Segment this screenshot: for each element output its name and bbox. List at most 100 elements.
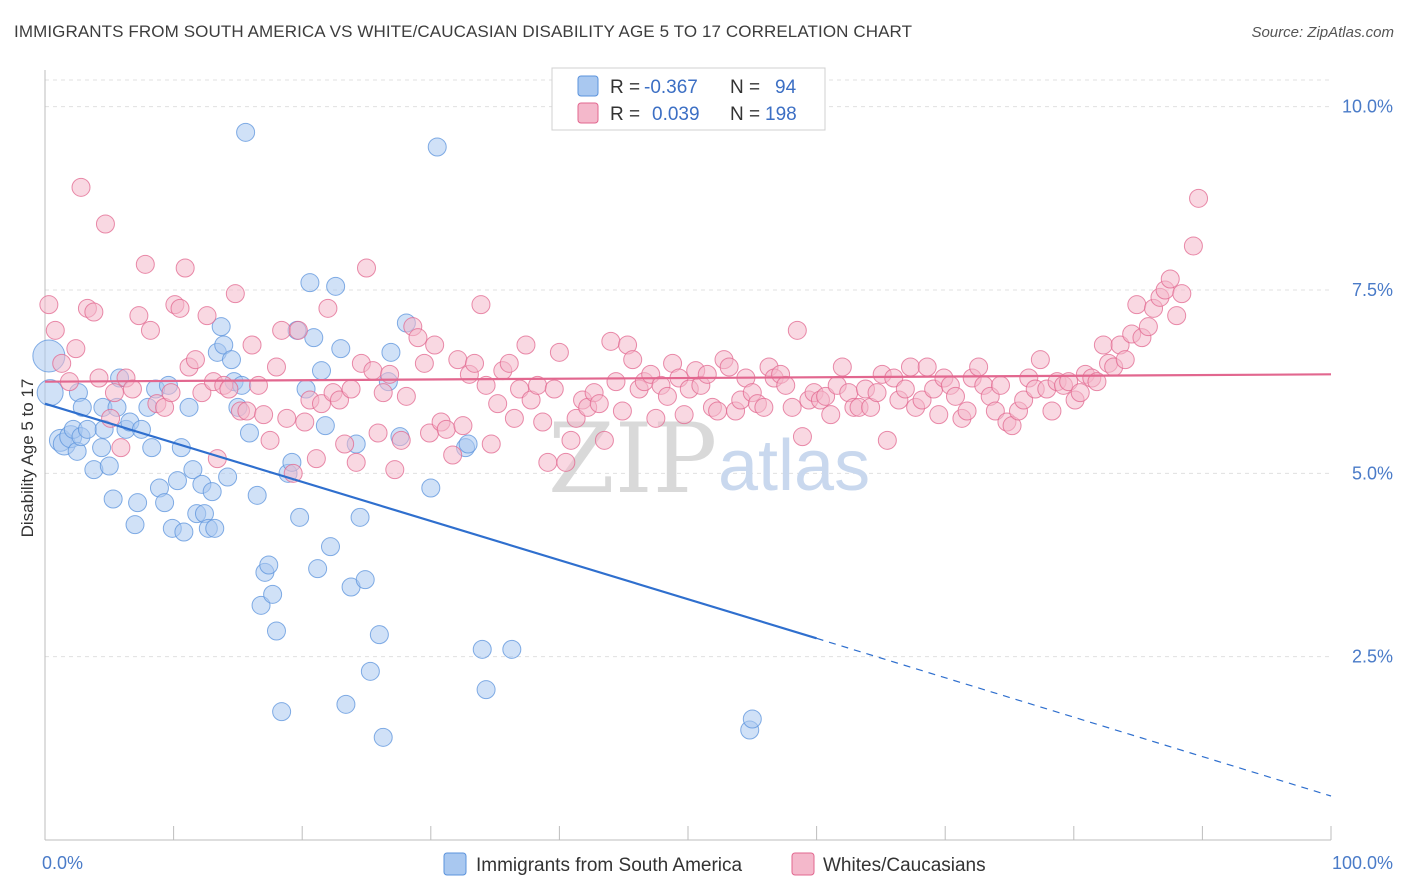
bottom-legend-swatch-immigrants (443, 852, 467, 876)
point-immigrants (304, 328, 324, 348)
point-immigrants (320, 537, 340, 557)
point-whites (1115, 350, 1135, 370)
point-immigrants (221, 350, 241, 370)
point-whites (657, 386, 677, 406)
point-whites (754, 397, 774, 417)
point-immigrants (247, 485, 267, 505)
legend-r-label-whites: R = (610, 104, 640, 125)
point-whites (708, 401, 728, 421)
point-whites (1087, 372, 1107, 392)
point-whites (237, 401, 257, 421)
legend-swatch-immigrants (577, 75, 599, 97)
point-whites (260, 430, 280, 450)
point-immigrants (311, 361, 331, 381)
legend-r-label-immigrants: R = (610, 77, 640, 98)
point-whites (135, 254, 155, 274)
point-whites (504, 408, 524, 428)
point-whites (792, 427, 812, 447)
bottom-legend-label-whites: Whites/Caucasians (823, 855, 986, 876)
trend-lines (44, 373, 1332, 797)
point-immigrants (103, 489, 123, 509)
point-whites (601, 331, 621, 351)
point-immigrants (290, 507, 310, 527)
point-whites (969, 357, 989, 377)
point-whites (612, 401, 632, 421)
point-whites (66, 339, 86, 359)
series-immigrants-points (32, 122, 762, 747)
point-whites (453, 416, 473, 436)
point-whites (782, 397, 802, 417)
bottom-legend-swatch-whites (791, 852, 815, 876)
point-whites (1042, 401, 1062, 421)
point-whites (985, 401, 1005, 421)
x-tick-label-min: 0.0% (42, 853, 83, 873)
point-whites (225, 284, 245, 304)
series-whites-points (39, 177, 1209, 483)
point-immigrants (167, 471, 187, 491)
point-whites (396, 386, 416, 406)
point-immigrants (369, 625, 389, 645)
point-immigrants (99, 456, 119, 476)
point-whites (140, 320, 160, 340)
point-whites (104, 383, 124, 403)
point-immigrants (350, 507, 370, 527)
point-whites (52, 353, 72, 373)
point-immigrants (266, 621, 286, 641)
point-whites (1093, 335, 1113, 355)
point-whites (929, 405, 949, 425)
point-immigrants (272, 702, 292, 722)
point-immigrants (472, 639, 492, 659)
point-whites (219, 379, 239, 399)
y-axis-label: Disability Age 5 to 17 (18, 379, 37, 538)
point-whites (1160, 269, 1180, 289)
y-tick-label: 2.5% (1352, 647, 1393, 667)
point-whites (917, 357, 937, 377)
point-whites (566, 408, 586, 428)
point-whites (1127, 295, 1147, 315)
point-whites (414, 353, 434, 373)
point-whites (95, 214, 115, 234)
point-whites (329, 390, 349, 410)
point-whites (129, 306, 149, 326)
point-whites (877, 430, 897, 450)
point-whites (408, 328, 428, 348)
point-immigrants (502, 639, 522, 659)
point-whites (425, 335, 445, 355)
y-tick-label: 7.5% (1352, 280, 1393, 300)
point-whites (816, 386, 836, 406)
point-whites (1138, 317, 1158, 337)
legend-swatch-whites (577, 102, 599, 124)
point-immigrants (183, 460, 203, 480)
point-whites (912, 390, 932, 410)
chart-source: Source: ZipAtlas.com (1251, 24, 1394, 41)
point-immigrants (360, 661, 380, 681)
point-immigrants (263, 584, 283, 604)
point-whites (832, 357, 852, 377)
point-whites (1059, 372, 1079, 392)
point-whites (476, 375, 496, 395)
point-whites (776, 375, 796, 395)
point-whites (499, 353, 519, 373)
point-immigrants (458, 434, 478, 454)
point-whites (556, 452, 576, 472)
point-immigrants (179, 397, 199, 417)
point-whites (175, 258, 195, 278)
point-immigrants (373, 727, 393, 747)
tick-labels: 2.5% 5.0% 7.5% 10.0% 0.0% 100.0% (42, 97, 1393, 873)
point-whites (277, 408, 297, 428)
point-immigrants (211, 317, 231, 337)
point-whites (385, 460, 405, 480)
point-immigrants (218, 467, 238, 487)
point-immigrants (742, 709, 762, 729)
point-whites (341, 379, 361, 399)
point-whites (549, 342, 569, 362)
point-whites (185, 350, 205, 370)
point-immigrants (36, 379, 64, 407)
point-whites (71, 177, 91, 197)
point-whites (1030, 350, 1050, 370)
point-whites (594, 430, 614, 450)
point-whites (192, 383, 212, 403)
legend-n-value-immigrants: 94 (775, 77, 797, 98)
point-whites (170, 298, 190, 318)
